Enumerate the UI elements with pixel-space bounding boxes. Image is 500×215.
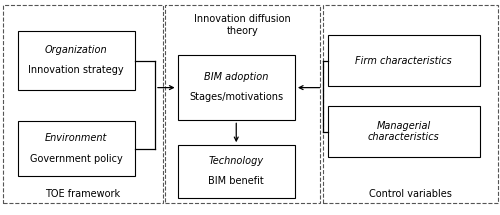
Text: Control variables: Control variables	[368, 189, 452, 199]
FancyBboxPatch shape	[178, 145, 295, 198]
Text: Organization: Organization	[45, 45, 108, 55]
FancyBboxPatch shape	[18, 121, 135, 176]
Text: Managerial
characteristics: Managerial characteristics	[368, 121, 440, 143]
FancyBboxPatch shape	[178, 55, 295, 120]
Text: Environment: Environment	[45, 133, 108, 143]
FancyBboxPatch shape	[328, 106, 480, 157]
Text: BIM adoption: BIM adoption	[204, 72, 268, 82]
FancyBboxPatch shape	[18, 31, 135, 90]
Text: Technology: Technology	[208, 156, 264, 166]
Text: BIM benefit: BIM benefit	[208, 176, 264, 186]
Text: Stages/motivations: Stages/motivations	[189, 92, 284, 102]
Text: Government policy: Government policy	[30, 154, 122, 164]
Text: Firm characteristics: Firm characteristics	[356, 56, 452, 66]
FancyBboxPatch shape	[328, 35, 480, 86]
Text: Innovation strategy: Innovation strategy	[28, 65, 124, 75]
Text: Innovation diffusion
theory: Innovation diffusion theory	[194, 14, 291, 35]
Text: TOE framework: TOE framework	[45, 189, 120, 199]
